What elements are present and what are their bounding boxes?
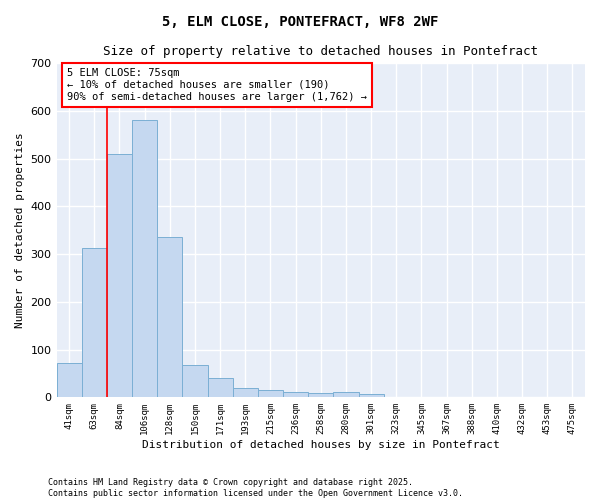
Bar — [359, 394, 383, 398]
Bar — [107, 154, 132, 398]
Bar — [283, 392, 308, 398]
X-axis label: Distribution of detached houses by size in Pontefract: Distribution of detached houses by size … — [142, 440, 500, 450]
Bar — [132, 120, 157, 398]
Bar — [208, 378, 233, 398]
Bar — [56, 363, 82, 398]
Bar — [308, 392, 334, 398]
Bar — [334, 392, 359, 398]
Bar — [82, 248, 107, 398]
Bar — [258, 390, 283, 398]
Title: Size of property relative to detached houses in Pontefract: Size of property relative to detached ho… — [103, 45, 538, 58]
Text: 5, ELM CLOSE, PONTEFRACT, WF8 2WF: 5, ELM CLOSE, PONTEFRACT, WF8 2WF — [162, 15, 438, 29]
Text: Contains HM Land Registry data © Crown copyright and database right 2025.
Contai: Contains HM Land Registry data © Crown c… — [48, 478, 463, 498]
Y-axis label: Number of detached properties: Number of detached properties — [15, 132, 25, 328]
Bar — [157, 238, 182, 398]
Text: 5 ELM CLOSE: 75sqm
← 10% of detached houses are smaller (190)
90% of semi-detach: 5 ELM CLOSE: 75sqm ← 10% of detached hou… — [67, 68, 367, 102]
Bar — [182, 365, 208, 398]
Bar — [233, 388, 258, 398]
